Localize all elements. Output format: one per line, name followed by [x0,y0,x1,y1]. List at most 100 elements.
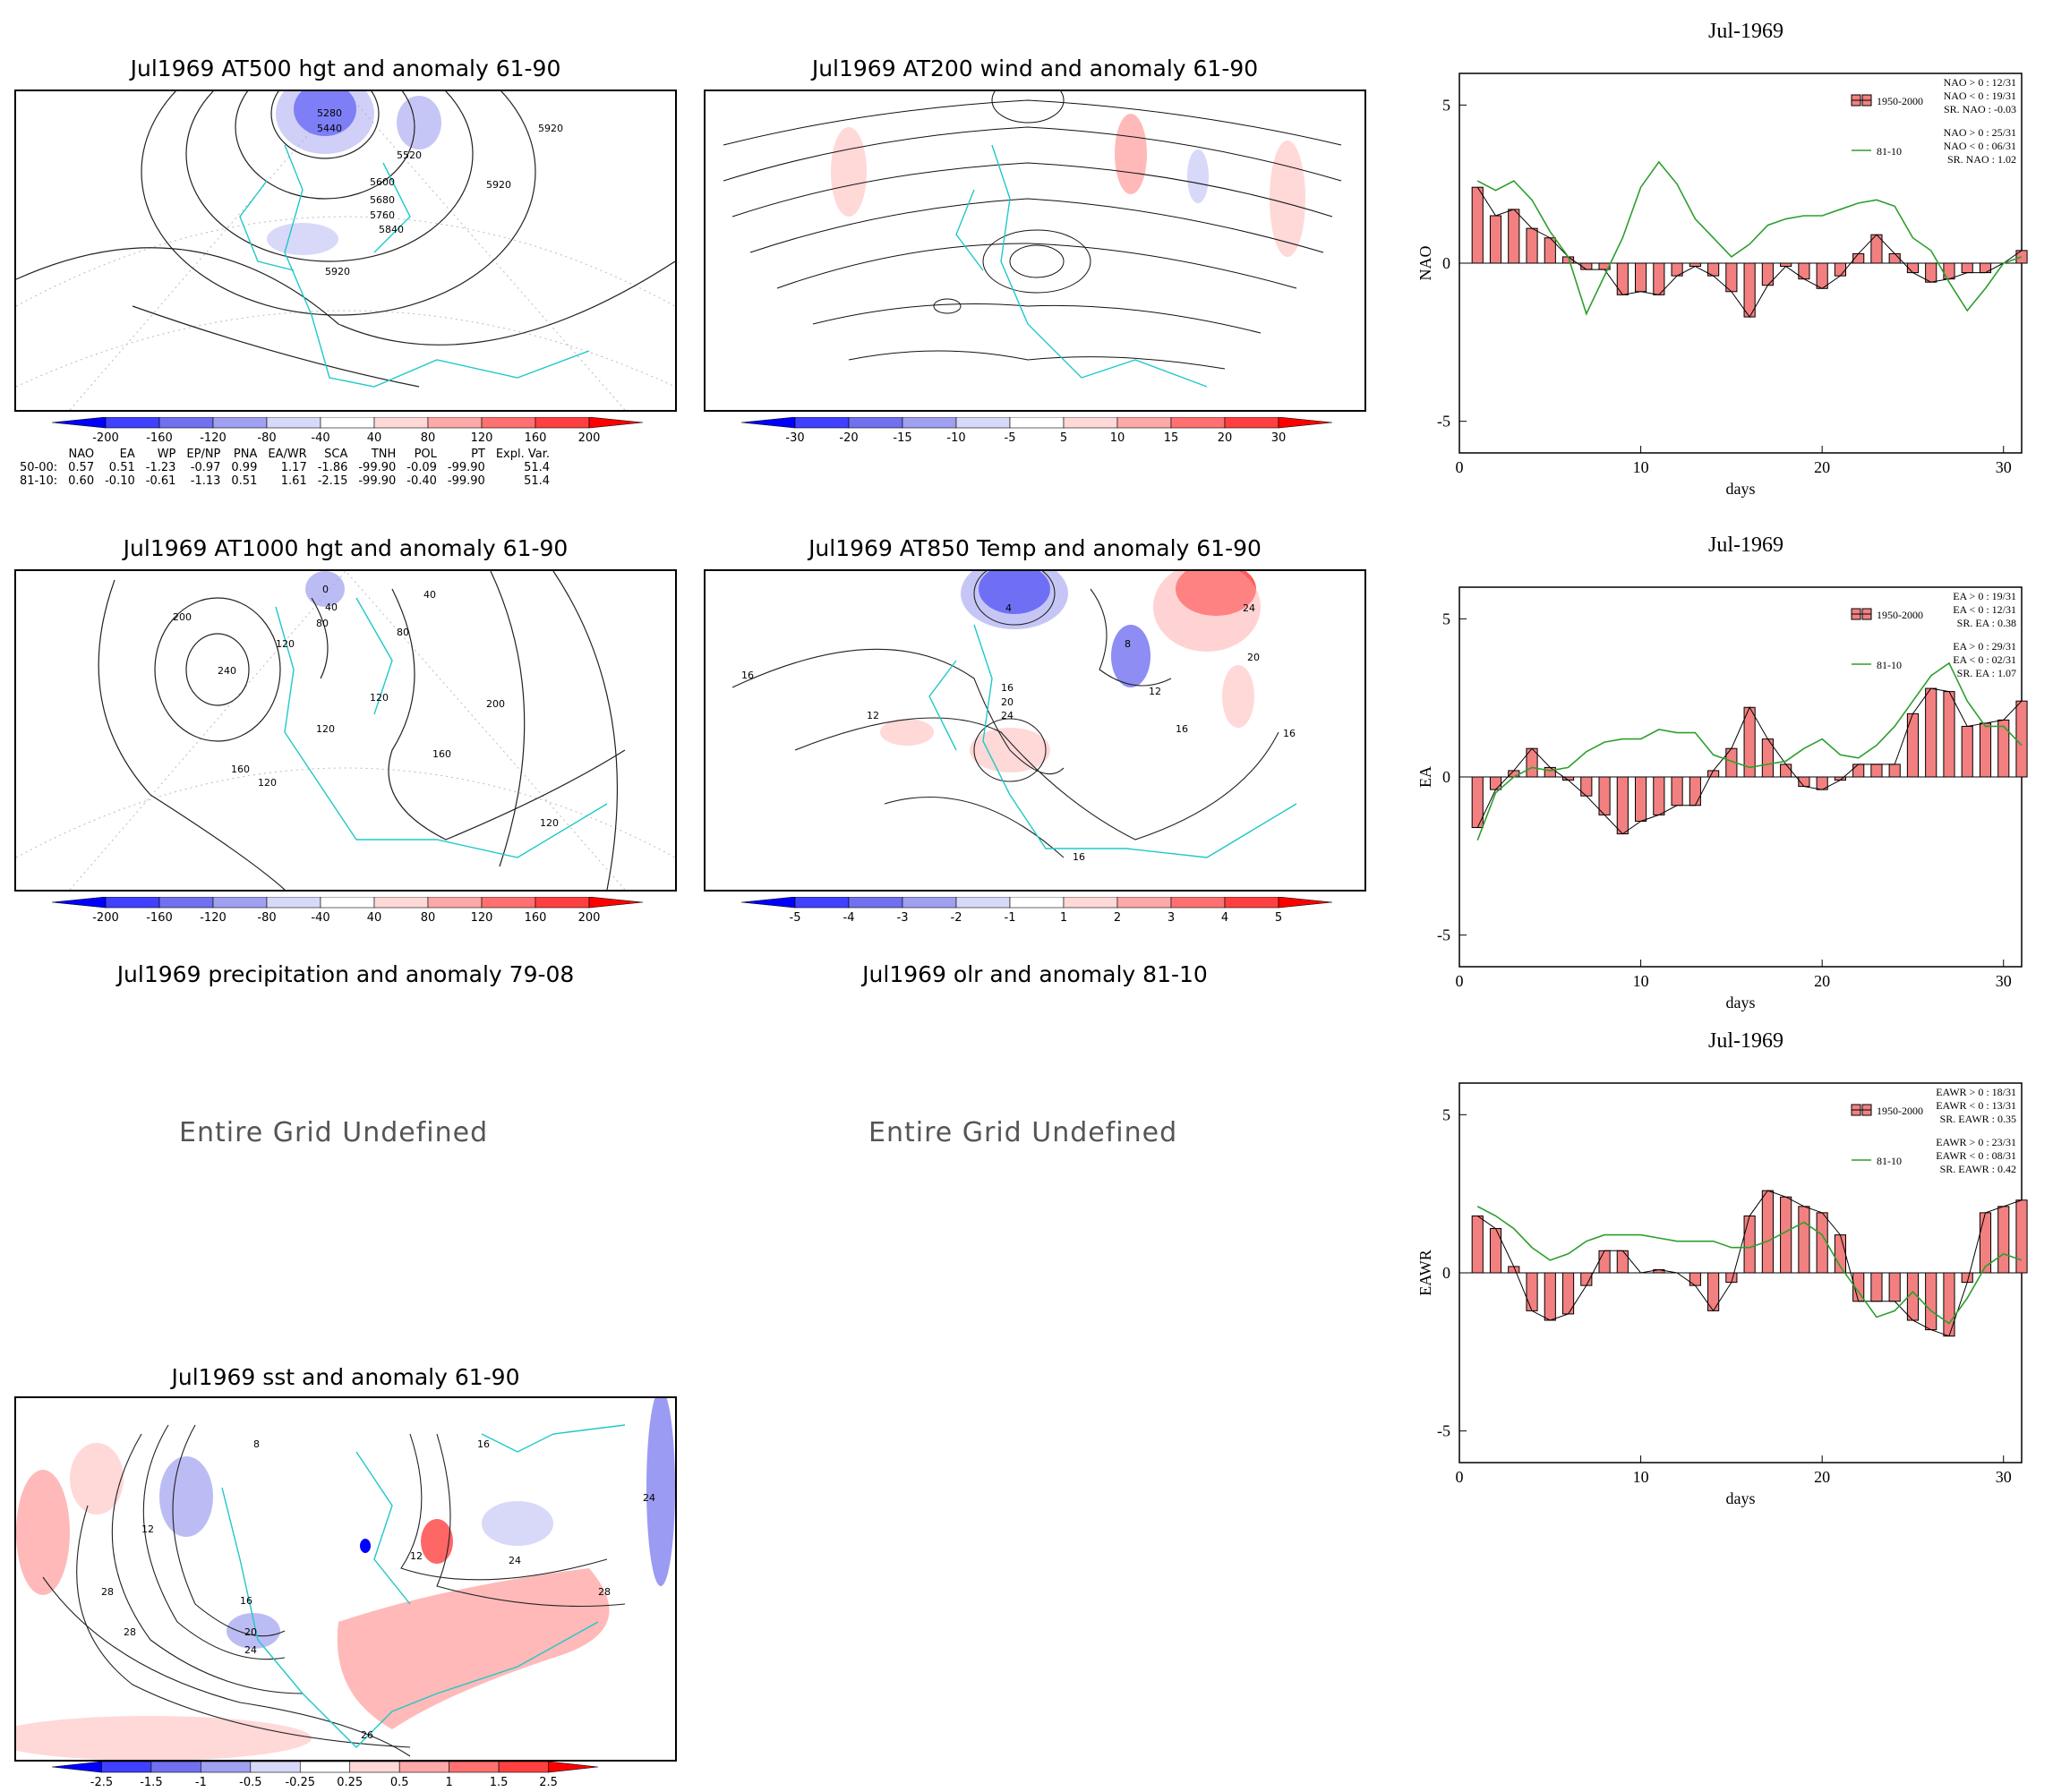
contour-label: 200 [173,611,192,623]
contour-label: 0 [322,584,329,595]
bar-series-line [1476,1190,2023,1337]
colorbar-bin [794,896,850,909]
legend-stat: SR. EAWR : 0.42 [1940,1163,2016,1175]
colorbar-bin [498,1761,549,1773]
chart-ea: -5 0 5 0 10 20 30 EA days 1950-2000 81-10 EA > 0 : … [1415,575,2032,1022]
x-tick-label: 20 [1814,1468,1830,1486]
bar [1997,719,2010,778]
colorbar-tick-label: -1 [195,1776,207,1788]
legend-stat: EA < 0 : 02/31 [1953,653,2016,666]
bar [1616,1250,1629,1274]
bar [1888,764,1901,778]
legend-stat: NAO > 0 : 12/31 [1944,76,2016,89]
colorbar-bin [1224,896,1279,909]
y-tick-label: -5 [1437,1422,1450,1440]
bar [1870,764,1883,778]
colorbar-bin [481,896,536,909]
series-line-81-10 [1476,160,2023,316]
contour-label: 5920 [325,266,350,277]
colorbar-tick-label: -10 [946,431,965,445]
chart-title-nao: Jul-1969 [1708,20,1783,43]
bar [1653,262,1665,295]
colorbar-tick-label: 80 [421,911,436,925]
contour-labels: 4 8 12 16 20 24 16 12 16 16 24 20 16 [741,602,1296,863]
negative-anomaly-blob [397,96,441,149]
colorbar-bin [955,416,1011,429]
legend-stat: EAWR < 0 : 08/31 [1936,1149,2016,1162]
map-at200-plot [723,91,1342,388]
y-tick-label: -5 [1437,926,1450,944]
index-table-row: 50-00: 0.57 0.51 -1.23 -0.97 0.99 1.17 -… [14,461,555,474]
colorbar-tick-label: 200 [578,431,601,445]
legend-stat: SR. EA : 0.38 [1957,617,2016,629]
colorbar-tick-label: -40 [311,431,329,445]
map-title-at1000: Jul1969 AT1000 hgt and anomaly 61-90 [123,535,569,561]
colorbar-tick-label: 15 [1164,431,1179,445]
negative-anomaly-blob [1111,625,1150,687]
chart-nao: -5 0 5 0 10 20 30 NAO days 1950-2000 81-10 NAO > 0 … [1415,61,2032,508]
bar [1489,776,1502,790]
map-at200 [704,90,1366,412]
index-table: NAO EA WP EP/NP PNA EA/WR SCA TNH POL PT… [14,448,555,488]
index-value: 1.61 [280,474,307,488]
colorbar-bin [902,896,957,909]
contour-label: 24 [1001,710,1014,721]
colorbar-bin [320,896,375,909]
contour-label: 20 [1247,652,1260,663]
colorbar-bin [320,416,375,429]
index-header: EP/NP [186,448,221,461]
bar [1544,766,1556,778]
legend-stat: SR. NAO : 1.02 [1947,153,2016,166]
colorbar-bin [794,416,850,429]
colorbar-tick-label: 200 [578,911,601,925]
contour-label: 5440 [317,123,342,134]
x-tick-label: 10 [1633,458,1649,476]
colorbar-bin [266,896,321,909]
index-value: -0.09 [406,461,437,474]
colorbar-tick-label: 160 [525,431,547,445]
contour-label: 16 [240,1595,252,1607]
colorbar-bin [299,1761,351,1773]
bar [1635,776,1647,822]
y-tick-label: 0 [1442,254,1450,272]
bar-series-line [1476,687,2023,835]
grid-lines [16,91,675,410]
colorbar-tick-label: -20 [839,431,858,445]
map-title-olr: Jul1969 olr and anomaly 81-10 [862,961,1208,987]
colorbar-bin [105,416,160,429]
chart-svg: -5 0 5 0 10 20 30 EA days 1950-2000 81-10 EA > 0 : … [1416,586,2028,1011]
map-at1000-plot: 0 40 80 80 120 120 120 160 160 200 200 2… [16,571,675,890]
map-at500: 5280 5440 5520 5600 5680 5760 5840 5920 … [14,90,677,412]
contour-label: 5920 [486,179,511,191]
index-header: TNH [371,448,397,461]
bar [1598,1250,1611,1274]
olr-undefined-message: Entire Grid Undefined [868,1117,1178,1148]
colorbar-bin [105,896,160,909]
colorbar-bin [902,416,957,429]
x-tick-label: 30 [1996,1468,2012,1486]
contour-label: 28 [101,1586,114,1598]
height-contours [16,91,675,388]
contour-label: 12 [410,1550,423,1562]
contour-label: 120 [370,692,389,704]
contour-label: 5840 [379,224,404,235]
colorbar-tick-label: 120 [471,431,493,445]
contour-label: 5680 [370,194,395,206]
colorbar-tick-label: -4 [843,911,855,925]
bar [1471,1215,1484,1274]
index-header: WP [157,448,176,461]
legend-stat: EAWR > 0 : 18/31 [1936,1086,2016,1098]
contour-label: 160 [231,764,250,775]
index-value: -0.10 [105,474,135,488]
colorbar-bin [1009,416,1065,429]
colorbar-end-triangle [1278,416,1333,429]
bar [1997,1206,2010,1274]
temp-contours [731,571,1279,858]
negative-anomaly-blob [482,1501,553,1546]
grid-lines [16,571,675,890]
y-axis-label: EAWR [1416,1250,1434,1296]
coastlines [275,597,608,858]
legend-stat: EA > 0 : 29/31 [1953,640,2016,653]
index-value: -99.90 [447,461,485,474]
anomaly-shading [16,1398,675,1760]
